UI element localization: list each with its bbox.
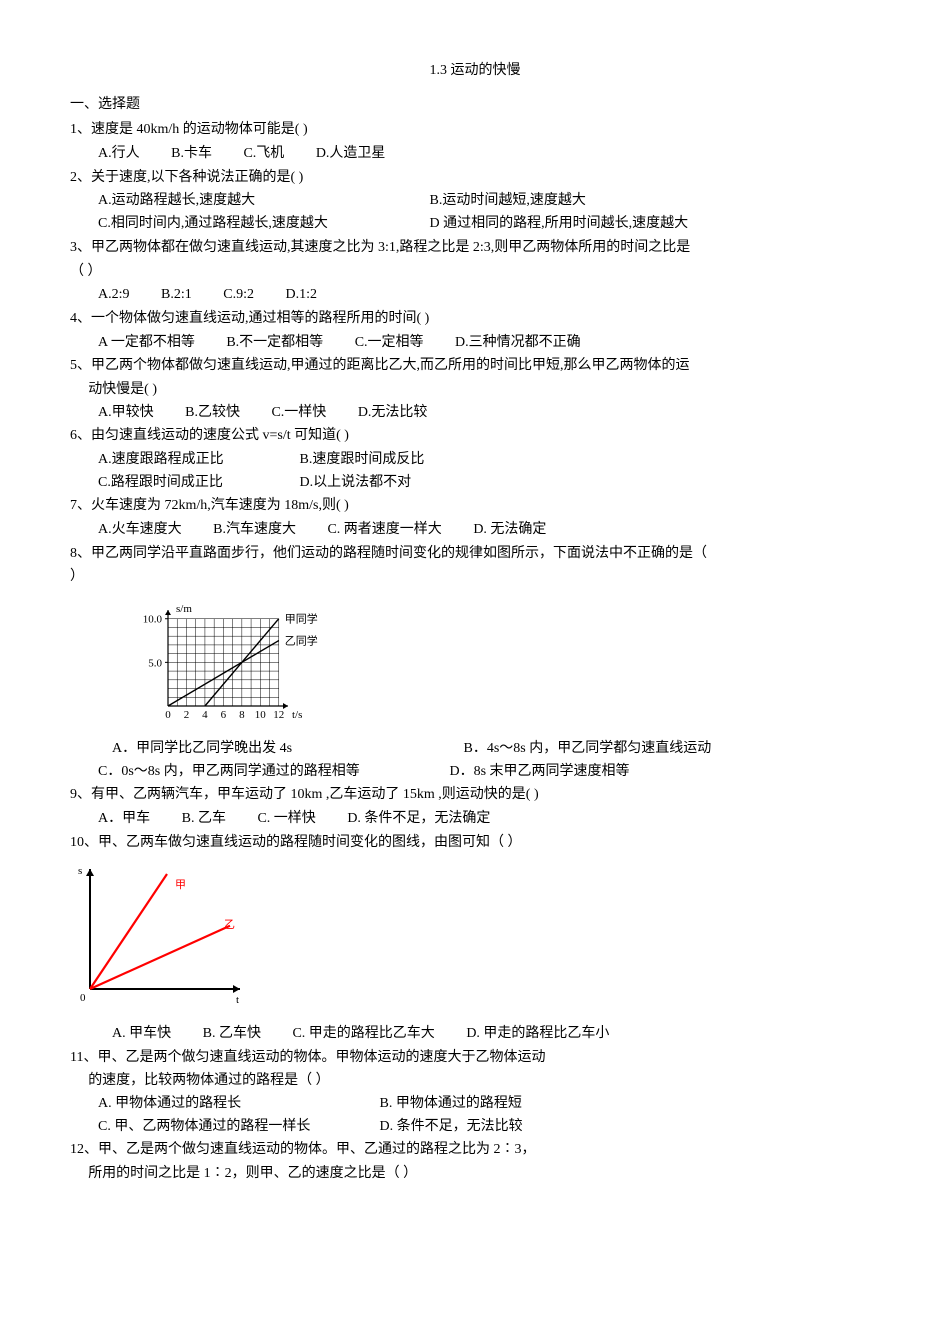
q5-opt-a: A.甲较快: [98, 402, 154, 424]
q6-opt-c: C.路程跟时间成正比: [98, 472, 268, 494]
q3-opt-c: C.9:2: [223, 284, 254, 306]
q10-opt-a: A. 甲车快: [112, 1023, 171, 1045]
question-11-stem: 11、甲、乙是两个做匀速直线运动的物体。甲物体运动的速度大于乙物体运动: [70, 1047, 880, 1069]
question-10-options: A. 甲车快 B. 乙车快 C. 甲走的路程比乙车大 D. 甲走的路程比乙车小: [70, 1023, 880, 1045]
question-6-stem: 6、由匀速直线运动的速度公式 v=s/t 可知道( ): [70, 425, 880, 447]
svg-text:t: t: [236, 994, 239, 1006]
q7-opt-d: D. 无法确定: [473, 519, 546, 541]
question-5-options: A.甲较快 B.乙较快 C.一样快 D.无法比较: [70, 402, 880, 424]
question-7-options: A.火车速度大 B.汽车速度大 C. 两者速度一样大 D. 无法确定: [70, 519, 880, 541]
q2-opt-c: C.相同时间内,通过路程越长,速度越大: [98, 213, 398, 235]
question-5-stem: 5、甲乙两个物体都做匀速直线运动,甲通过的距离比乙大,而乙所用的时间比甲短,那么…: [70, 355, 880, 377]
question-8-options-row1: A．甲同学比乙同学晚出发 4s B．4s～8s 内，甲乙同学都匀速直线运动: [70, 738, 880, 760]
q2-opt-b: B.运动时间越短,速度越大: [430, 190, 586, 212]
q6-opt-b: B.速度跟时间成反比: [300, 449, 425, 471]
q2-opt-d: D 通过相同的路程,所用时间越长,速度越大: [430, 213, 689, 235]
q9-opt-c: C. 一样快: [257, 808, 315, 830]
question-11-stem-cont: 的速度，比较两物体通过的路程是（ ）: [70, 1070, 880, 1092]
q8-chart: 0 24 68 10 12 5.0 10.0 s/m t/s 甲同学乙同学: [130, 594, 880, 732]
q6-opt-d: D.以上说法都不对: [300, 472, 412, 494]
q10-chart: 0 s t 甲乙: [70, 859, 880, 1017]
q9-opt-d: D. 条件不足，无法确定: [347, 808, 490, 830]
q11-opt-d: D. 条件不足，无法比较: [380, 1116, 523, 1138]
question-11-options-row1: A. 甲物体通过的路程长 B. 甲物体通过的路程短: [70, 1093, 880, 1115]
question-7-stem: 7、火车速度为 72km/h,汽车速度为 18m/s,则( ): [70, 495, 880, 517]
q8-opt-a: A．甲同学比乙同学晚出发 4s: [112, 738, 432, 760]
q4-opt-a: A 一定都不相等: [98, 332, 195, 354]
svg-text:5.0: 5.0: [148, 657, 162, 669]
svg-text:乙同学: 乙同学: [285, 634, 318, 648]
q1-opt-d: D.人造卫星: [316, 143, 386, 165]
question-1-options: A.行人 B.卡车 C.飞机 D.人造卫星: [70, 143, 880, 165]
q10-opt-b: B. 乙车快: [203, 1023, 261, 1045]
page-title: 1.3 运动的快慢: [70, 60, 880, 82]
question-2-options-row2: C.相同时间内,通过路程越长,速度越大 D 通过相同的路程,所用时间越长,速度越…: [70, 213, 880, 235]
q8-opt-c: C．0s～8s 内，甲乙两同学通过的路程相等: [98, 761, 418, 783]
q7-opt-c: C. 两者速度一样大: [327, 519, 441, 541]
q2-opt-a: A.运动路程越长,速度越大: [98, 190, 398, 212]
svg-text:0: 0: [165, 709, 171, 721]
q7-opt-a: A.火车速度大: [98, 519, 182, 541]
svg-text:8: 8: [239, 709, 245, 721]
question-2-options-row1: A.运动路程越长,速度越大 B.运动时间越短,速度越大: [70, 190, 880, 212]
q11-opt-c: C. 甲、乙两物体通过的路程一样长: [98, 1116, 348, 1138]
svg-text:甲: 甲: [175, 879, 186, 891]
q3-opt-d: D.1:2: [285, 284, 317, 306]
question-3-options: A.2:9 B.2:1 C.9:2 D.1:2: [70, 284, 880, 306]
question-5-stem-cont: 动快慢是( ): [70, 379, 880, 401]
q10-opt-d: D. 甲走的路程比乙车小: [466, 1023, 609, 1045]
q10-opt-c: C. 甲走的路程比乙车大: [292, 1023, 434, 1045]
question-6-options-row2: C.路程跟时间成正比 D.以上说法都不对: [70, 472, 880, 494]
question-10-stem: 10、甲、乙两车做匀速直线运动的路程随时间变化的图线，由图可知（ ）: [70, 832, 880, 854]
svg-text:t/s: t/s: [292, 709, 302, 721]
question-12-stem: 12、甲、乙是两个做匀速直线运动的物体。甲、乙通过的路程之比为 2∶3，: [70, 1139, 880, 1161]
question-9-stem: 9、有甲、乙两辆汽车，甲车运动了 10km ,乙车运动了 15km ,则运动快的…: [70, 784, 880, 806]
q11-opt-b: B. 甲物体通过的路程短: [380, 1093, 522, 1115]
section-heading-1: 一、选择题: [70, 94, 880, 116]
svg-text:甲同学: 甲同学: [285, 612, 318, 626]
svg-text:12: 12: [273, 709, 284, 721]
question-6-options-row1: A.速度跟路程成正比 B.速度跟时间成反比: [70, 449, 880, 471]
q5-opt-c: C.一样快: [271, 402, 326, 424]
q4-opt-b: B.不一定都相等: [226, 332, 323, 354]
question-12-stem-cont: 所用的时间之比是 1∶2，则甲、乙的速度之比是（ ）: [70, 1163, 880, 1185]
q9-opt-b: B. 乙车: [182, 808, 226, 830]
q8-opt-b: B．4s～8s 内，甲乙同学都匀速直线运动: [464, 738, 712, 760]
q11-opt-a: A. 甲物体通过的路程长: [98, 1093, 348, 1115]
q3-opt-a: A.2:9: [98, 284, 130, 306]
question-4-stem: 4、一个物体做匀速直线运动,通过相等的路程所用的时间( ): [70, 308, 880, 330]
question-3-stem-cont: （ ）: [70, 261, 880, 283]
svg-text:10.0: 10.0: [143, 614, 163, 626]
svg-text:4: 4: [202, 709, 208, 721]
q6-opt-a: A.速度跟路程成正比: [98, 449, 268, 471]
question-9-options: A．甲车 B. 乙车 C. 一样快 D. 条件不足，无法确定: [70, 808, 880, 830]
question-8-options-row2: C．0s～8s 内，甲乙两同学通过的路程相等 D．8s 末甲乙两同学速度相等: [70, 761, 880, 783]
question-1-stem: 1、速度是 40km/h 的运动物体可能是( ): [70, 119, 880, 141]
q9-opt-a: A．甲车: [98, 808, 150, 830]
q5-opt-d: D.无法比较: [358, 402, 428, 424]
question-11-options-row2: C. 甲、乙两物体通过的路程一样长 D. 条件不足，无法比较: [70, 1116, 880, 1138]
q4-opt-d: D.三种情况都不正确: [455, 332, 581, 354]
q1-opt-b: B.卡车: [171, 143, 212, 165]
question-8-stem-cont: ）: [70, 566, 880, 588]
svg-text:s: s: [78, 865, 82, 877]
q7-opt-b: B.汽车速度大: [213, 519, 296, 541]
svg-text:10: 10: [255, 709, 266, 721]
svg-text:2: 2: [184, 709, 190, 721]
svg-text:乙: 乙: [224, 918, 235, 931]
question-2-stem: 2、关于速度,以下各种说法正确的是( ): [70, 167, 880, 189]
q3-opt-b: B.2:1: [161, 284, 192, 306]
q1-opt-a: A.行人: [98, 143, 140, 165]
q8-opt-d: D．8s 末甲乙两同学速度相等: [450, 761, 630, 783]
svg-text:s/m: s/m: [176, 603, 192, 615]
question-3-stem: 3、甲乙两物体都在做匀速直线运动,其速度之比为 3:1,路程之比是 2:3,则甲…: [70, 237, 880, 259]
q5-opt-b: B.乙较快: [185, 402, 240, 424]
svg-text:6: 6: [221, 709, 227, 721]
question-4-options: A 一定都不相等 B.不一定都相等 C.一定相等 D.三种情况都不正确: [70, 332, 880, 354]
question-8-stem: 8、甲乙两同学沿平直路面步行，他们运动的路程随时间变化的规律如图所示，下面说法中…: [70, 543, 880, 565]
q1-opt-c: C.飞机: [243, 143, 284, 165]
svg-text:0: 0: [80, 992, 86, 1004]
q4-opt-c: C.一定相等: [355, 332, 424, 354]
